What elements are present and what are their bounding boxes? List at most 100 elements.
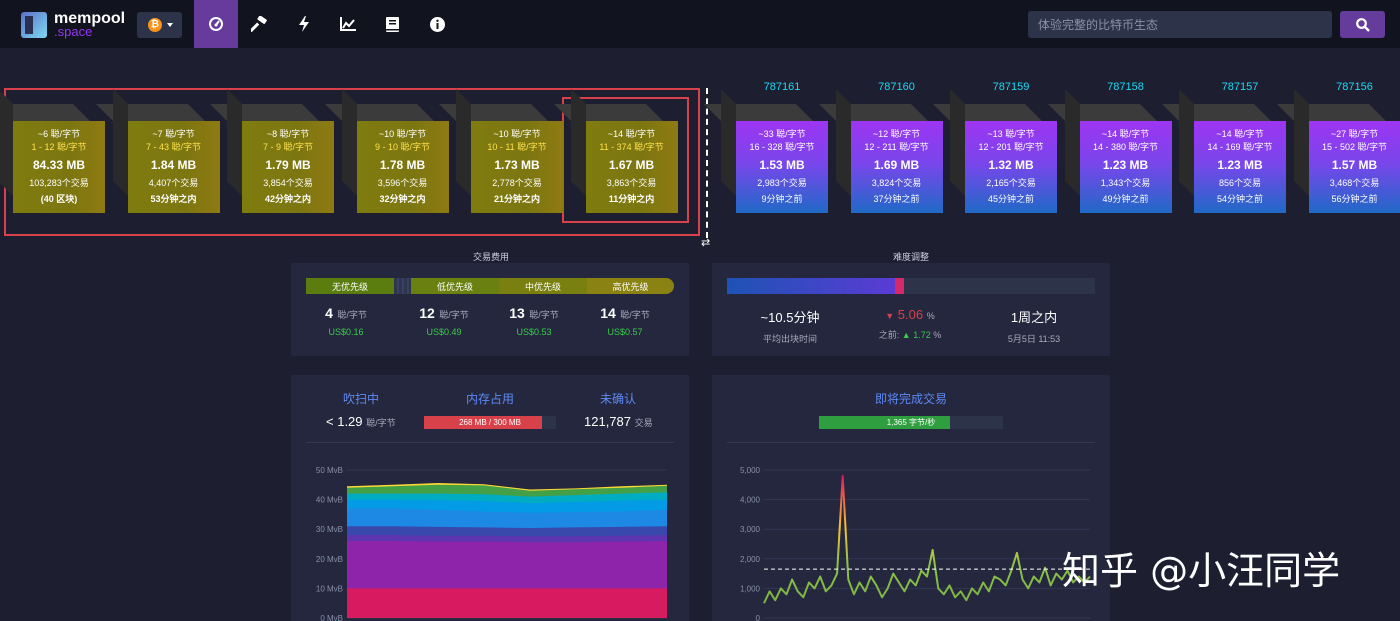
difficulty-panel: ~10.5分钟 平均出块时间 ▼ 5.06 % 之前: ▲ 1.72 % 1周之… [712, 263, 1110, 356]
purging-header: 吹扫中 [342, 392, 379, 406]
incoming-rate-fill [819, 416, 950, 429]
block-tx-count: 856个交易 [1218, 178, 1262, 188]
mined-block[interactable]: ~27 聪/字节 15 - 502 聪/字节 1.57 MB 3,468个交易 56分钟… [1276, 89, 1400, 213]
lightning-icon [299, 16, 309, 32]
avg-block-time-value: ~10.5分钟 [760, 310, 820, 325]
block-median-fee: ~6 聪/字节 [37, 129, 81, 139]
separator [727, 442, 1095, 443]
previous-change-value: 1.72 [913, 330, 931, 340]
mempool-chart-panel: 吹扫中 内存占用 未确认 < 1.29 聪/字节 268 MB / 300 MB… [291, 375, 689, 621]
difficulty-eta: 1周之内 5月5日 11:53 [984, 307, 1084, 345]
search-icon [1355, 17, 1370, 32]
docs-nav-button[interactable] [370, 0, 414, 48]
difficulty-eta-date: 5月5日 11:53 [1007, 334, 1061, 344]
search-button[interactable] [1340, 11, 1385, 38]
y-tick-label: 10 MvB [316, 584, 343, 593]
graphs-nav-button[interactable] [326, 0, 370, 48]
block-face: ~33 聪/字节 16 - 328 聪/字节 1.53 MB 2,983个交易 9分钟之… [736, 121, 828, 213]
block-height-link[interactable]: 787156 [1336, 81, 1373, 93]
block-tx-count: 3,468个交易 [1329, 178, 1380, 188]
fee-unit: 聪/字节 [439, 310, 469, 320]
y-tick-label: 3,000 [740, 525, 761, 534]
dashboard-nav-button[interactable] [194, 0, 238, 48]
block-time: 56分钟之前 [1331, 194, 1378, 204]
mining-nav-button[interactable] [238, 0, 282, 48]
unconfirmed-unit: 交易 [634, 418, 653, 428]
block-top-face [0, 104, 90, 121]
mined-block[interactable]: ~12 聪/字节 12 - 211 聪/字节 1.69 MB 3,824个交易 37分钟… [818, 89, 943, 213]
network-selector-button[interactable]: ₿ [137, 12, 182, 38]
block-time: 53分钟之内 [150, 194, 197, 204]
block-median-fee: ~27 聪/字节 [1330, 129, 1379, 139]
mempool-blockchain-divider [706, 88, 708, 238]
block-side-face [721, 89, 736, 196]
mined-block[interactable]: ~33 聪/字节 16 - 328 聪/字节 1.53 MB 2,983个交易 9分钟之… [704, 89, 828, 213]
block-height-link[interactable]: 787160 [878, 81, 915, 93]
mempool-block[interactable]: ~10 聪/字节 9 - 10 聪/字节 1.78 MB 3,596个交易 32分钟之内 [324, 89, 449, 213]
mined-block[interactable]: ~13 聪/字节 12 - 201 聪/字节 1.32 MB 2,165个交易 45分钟… [933, 89, 1057, 213]
block-tx-count: 1,343个交易 [1100, 178, 1151, 188]
watermark: 知乎 @小汪同学 [1062, 549, 1341, 593]
y-tick-label: 5,000 [740, 466, 761, 475]
swap-direction-icon[interactable]: ⇄ [701, 237, 711, 249]
block-face: ~12 聪/字节 12 - 211 聪/字节 1.69 MB 3,824个交易 37分钟… [850, 121, 943, 213]
block-height-link[interactable]: 787161 [763, 81, 801, 93]
block-time: 11分钟之内 [608, 194, 655, 204]
block-fee-range: 1 - 12 聪/字节 [31, 142, 87, 152]
hammer-icon [251, 16, 267, 32]
memory-usage-bar: 268 MB / 300 MB [424, 416, 556, 429]
fee-medium-value: 13 [509, 305, 525, 321]
mined-block[interactable]: ~14 聪/字节 14 - 169 聪/字节 1.23 MB 856个交易 54分钟之前 [1162, 89, 1286, 213]
block-fee-range: 7 - 9 聪/字节 [262, 142, 313, 152]
mempool-block[interactable]: ~8 聪/字节 7 - 9 聪/字节 1.79 MB 3,854个交易 42分钟之内 [210, 89, 334, 213]
logo-subtext[interactable]: .space [54, 24, 93, 39]
block-fee-range: 12 - 201 聪/字节 [978, 142, 1044, 152]
fee-unit: 聪/字节 [337, 310, 367, 320]
fee-label-medium: 中优先级 [499, 278, 587, 294]
block-height-link[interactable]: 787159 [992, 81, 1030, 93]
fee-priority-bar: 无优先级 低优先级 中优先级 高优先级 [306, 278, 674, 294]
block-height-link[interactable]: 787157 [1221, 81, 1259, 93]
block-time: 45分钟之前 [987, 194, 1034, 204]
block-tx-count: 4,407个交易 [148, 178, 199, 188]
unconfirmed-count: 121,787 交易 [584, 414, 653, 429]
incoming-tx-chart[interactable]: 5,000 4,000 3,000 2,000 1,000 0 [712, 460, 1110, 621]
about-nav-button[interactable] [415, 0, 459, 48]
block-median-fee: ~12 聪/字节 [872, 129, 921, 139]
fees-panel: 无优先级 低优先级 中优先级 高优先级 4 聪/字节 US$0.16 12 聪/… [291, 263, 689, 356]
block-median-fee: ~14 聪/字节 [607, 129, 656, 139]
block-size: 1.84 MB [150, 158, 197, 172]
avg-block-time-label: 平均出块时间 [762, 334, 817, 344]
block-median-fee: ~14 聪/字节 [1101, 129, 1150, 139]
mempool-block[interactable]: ~6 聪/字节 1 - 12 聪/字节 84.33 MB 103,283个交易 (40 … [0, 89, 105, 213]
block-median-fee: ~7 聪/字节 [152, 129, 195, 139]
mempool-block[interactable]: ~14 聪/字节 11 - 374 聪/字节 1.67 MB 3,863个交易 11分钟… [553, 89, 678, 213]
mempool-block[interactable]: ~7 聪/字节 7 - 43 聪/字节 1.84 MB 4,407个交易 53分钟之内 [95, 89, 220, 213]
y-tick-label: 30 MvB [316, 525, 343, 534]
block-top-face [324, 104, 434, 121]
mempool-size-chart[interactable]: 50 MvB 40 MvB 30 MvB 20 MvB 10 MvB 0 MvB [291, 460, 689, 621]
fee-none-value: 4 [325, 305, 333, 321]
search-input[interactable] [1028, 11, 1332, 38]
block-fee-range: 9 - 10 聪/字节 [374, 142, 430, 152]
mempool-logo-icon[interactable] [21, 12, 47, 38]
block-time: 37分钟之前 [873, 194, 920, 204]
block-fee-range: 10 - 11 聪/字节 [487, 142, 547, 152]
logo-text[interactable]: mempool [54, 10, 126, 27]
block-face: ~10 聪/字节 9 - 10 聪/字节 1.78 MB 3,596个交易 32分钟之内 [356, 121, 449, 213]
block-time: 54分钟之前 [1216, 194, 1263, 204]
fee-high-value: 14 [600, 305, 616, 321]
y-tick-label: 50 MvB [316, 466, 343, 475]
block-median-fee: ~10 聪/字节 [493, 129, 541, 139]
block-height-link[interactable]: 787158 [1107, 81, 1144, 93]
y-tick-label: 40 MvB [316, 496, 343, 505]
memory-usage-header: 内存占用 [465, 392, 514, 406]
fee-low-usd: US$0.49 [426, 327, 462, 337]
navbar: mempool .space ₿ [0, 0, 1400, 48]
block-fee-range: 16 - 328 聪/字节 [749, 142, 815, 152]
block-size: 84.33 MB [32, 158, 86, 172]
block-tx-count: 103,283个交易 [29, 178, 89, 188]
mempool-block[interactable]: ~10 聪/字节 10 - 11 聪/字节 1.73 MB 2,778个交易 21分钟之… [439, 89, 563, 213]
lightning-nav-button[interactable] [282, 0, 326, 48]
mined-block[interactable]: ~14 聪/字节 14 - 380 聪/字节 1.23 MB 1,343个交易 49分钟… [1047, 89, 1172, 213]
